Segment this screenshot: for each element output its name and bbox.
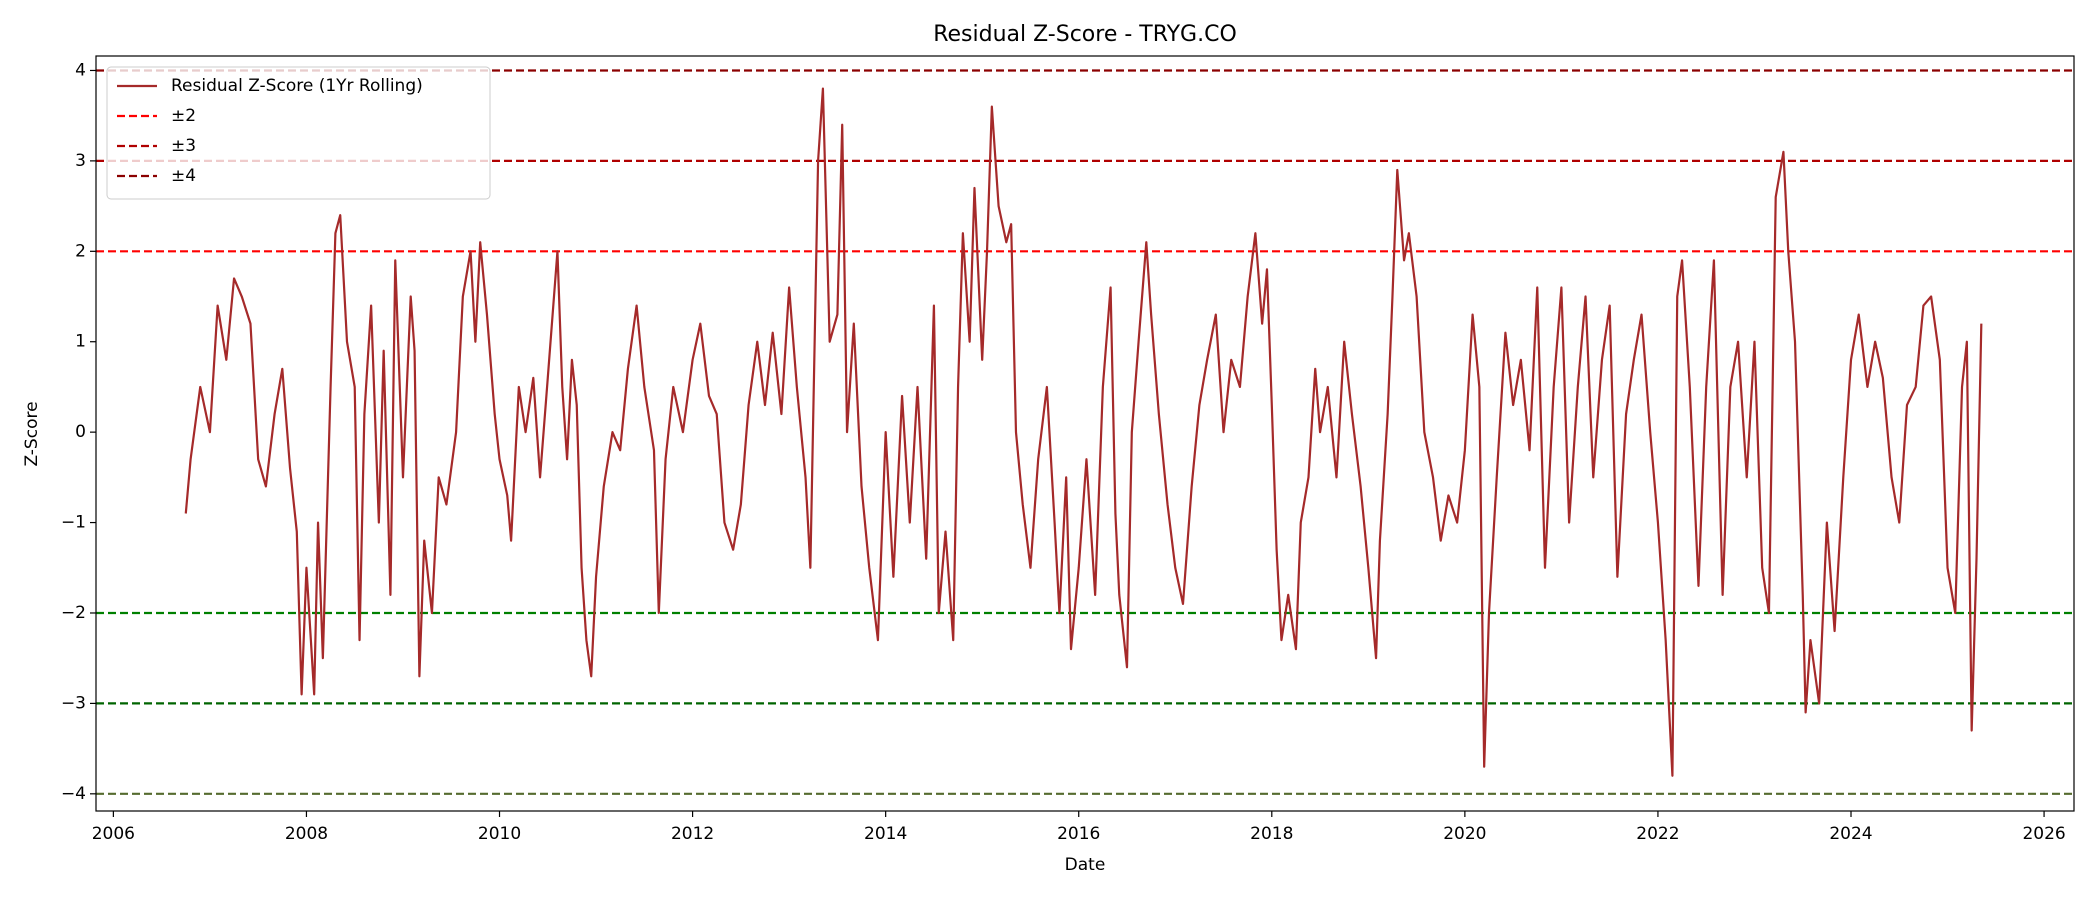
x-tick-label: 2024 [1829, 824, 1872, 844]
y-tick-label: −2 [61, 603, 86, 623]
chart-title: Residual Z-Score - TRYG.CO [933, 22, 1237, 47]
y-axis-label: Z-Score [22, 401, 42, 466]
x-tick-label: 2016 [1057, 824, 1100, 844]
x-tick-label: 2006 [92, 824, 135, 844]
x-tick-label: 2022 [1636, 824, 1679, 844]
y-tick-label: 3 [75, 151, 86, 171]
x-tick-label: 2020 [1443, 824, 1486, 844]
legend-box [106, 66, 491, 200]
y-tick-label: 0 [75, 422, 86, 442]
series-line [184, 87, 1983, 777]
x-tick-label: 2010 [478, 824, 521, 844]
plot-frame [95, 55, 2075, 812]
legend-label: Residual Z-Score (1Yr Rolling) [171, 76, 423, 96]
y-tick-label: 4 [75, 60, 86, 80]
x-tick-label: 2014 [864, 824, 907, 844]
x-tick-label: 2012 [671, 824, 714, 844]
x-tick-label: 2018 [1250, 824, 1293, 844]
x-tick-label: 2008 [285, 824, 328, 844]
x-axis-label: Date [1065, 855, 1106, 875]
y-tick-label: 1 [75, 332, 86, 352]
legend-label: ±4 [171, 166, 196, 186]
legend-label: ±2 [171, 106, 196, 126]
y-tick-label: 2 [75, 241, 86, 261]
y-tick-label: −1 [61, 513, 86, 533]
x-tick-label: 2026 [2022, 824, 2065, 844]
y-tick-label: −4 [61, 784, 86, 804]
y-tick-label: −3 [61, 693, 86, 713]
legend-label: ±3 [171, 136, 196, 156]
